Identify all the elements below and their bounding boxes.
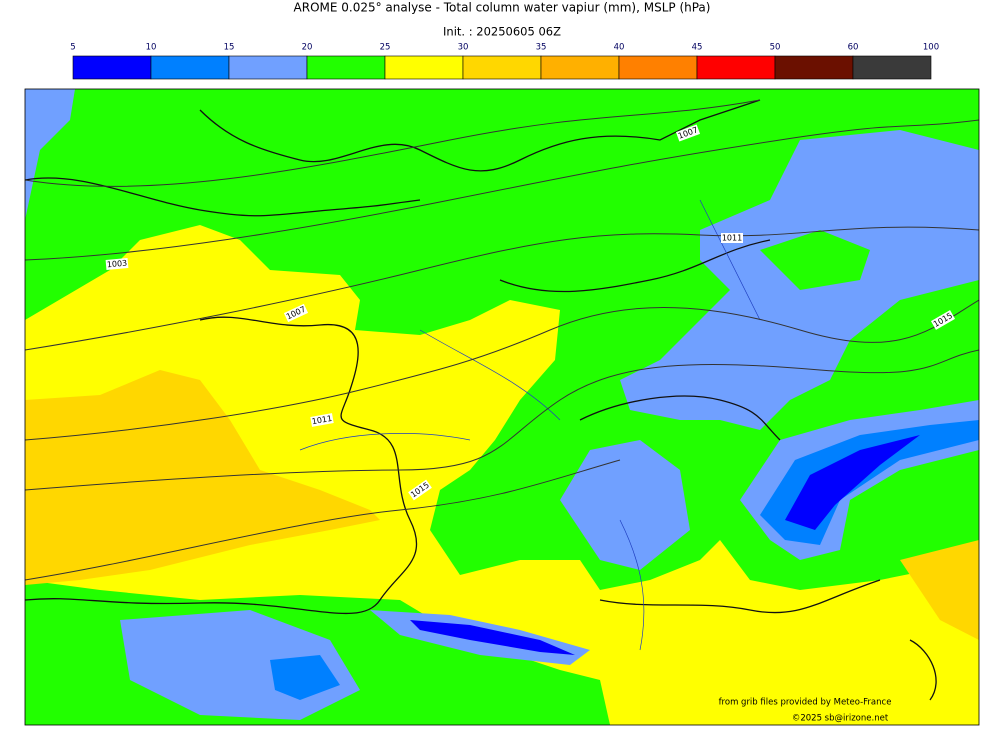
colorbar-tick-label: 50 [770, 43, 781, 53]
colorbar-segment [540, 55, 620, 80]
credit: ©2025 sb@irizone.net [792, 714, 889, 724]
title: AROME 0.025° analyse - Total column wate… [294, 1, 711, 15]
colorbar-tick-label: 35 [536, 43, 547, 53]
field-green [760, 230, 870, 290]
colorbar-segment [384, 55, 464, 80]
colorbar-segment [150, 55, 230, 80]
subtitle: Init. : 20250605 06Z [443, 25, 561, 39]
field-yellow [25, 225, 979, 725]
isobar-label-bg [675, 124, 701, 142]
isobar-label-bg [105, 258, 129, 270]
colorbar: 5 10 15 20 25 30 35 40 45 50 60 100 [70, 43, 939, 80]
colorbar-tick-label: 10 [146, 43, 157, 53]
map-frame [24, 88, 980, 726]
field-darkblue [785, 435, 920, 530]
isobar-label: 1011 [722, 234, 742, 243]
isobar-label-bg [721, 233, 743, 243]
colorbar-tick-label: 100 [923, 43, 939, 53]
colorbar-tick-label: 15 [224, 43, 235, 53]
map [24, 88, 980, 726]
coastline [25, 99, 937, 701]
colorbar-tick-label: 30 [458, 43, 469, 53]
field-darkblue [410, 620, 575, 655]
colorbar-segment [774, 55, 854, 80]
isobar-label-bg [310, 413, 334, 427]
field-lightblue [25, 89, 75, 220]
colorbar-segment [228, 55, 308, 80]
colorbar-segment [306, 55, 386, 80]
colorbar-segment [852, 55, 932, 80]
isobar-label-bg [283, 303, 309, 323]
field-lightblue [560, 440, 690, 570]
colorbar-tick-label: 5 [70, 43, 75, 53]
colorbar-segment [72, 55, 152, 80]
colorbar-tick-label: 25 [380, 43, 391, 53]
isobar-label-bg [408, 479, 432, 501]
river [299, 199, 761, 651]
colorbar-tick-label: 45 [692, 43, 703, 53]
colorbar-segment [696, 55, 776, 80]
colorbar-tick-label: 40 [614, 43, 625, 53]
credit: from grib files provided by Meteo-France [719, 698, 892, 708]
isobar-label: 1011 [311, 414, 333, 426]
colorbar-tick-label: 60 [848, 43, 859, 53]
colorbar-segment [462, 55, 542, 80]
field-gold [900, 540, 979, 640]
colorbar-tick-label: 20 [302, 43, 313, 53]
colorbar-segment [618, 55, 698, 80]
border [499, 239, 781, 441]
field-blue [270, 655, 340, 700]
isobar-label: 1003 [106, 259, 127, 270]
isobar-label-bg [930, 310, 956, 330]
